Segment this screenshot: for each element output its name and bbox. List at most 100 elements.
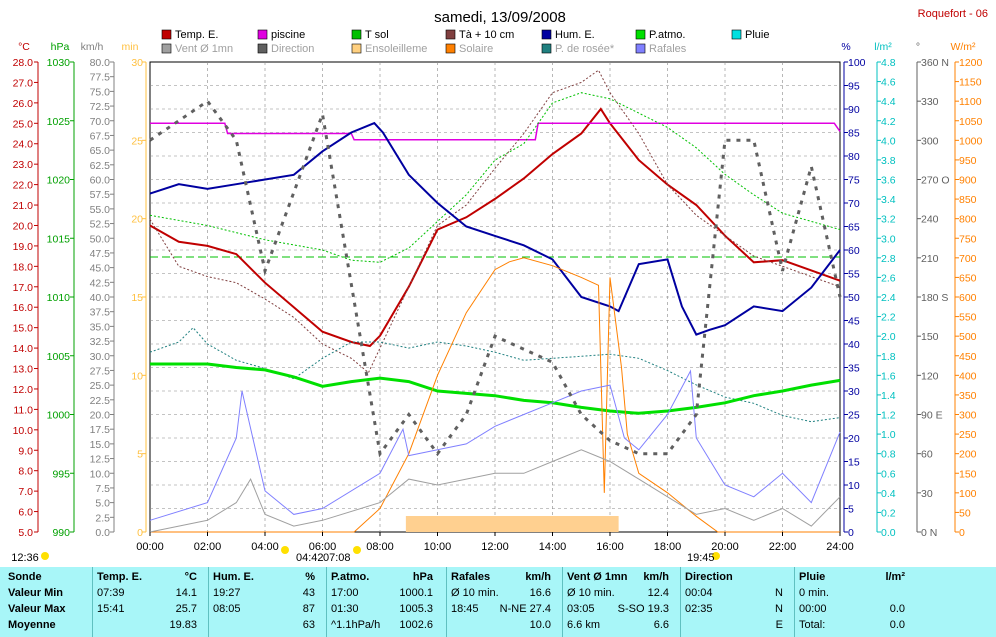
stats-header-unit: °C [184,571,197,583]
stats-cell-value: 19.83 [169,619,197,631]
legend-label: Solaire [459,43,493,55]
dir-tick-label: 270 O [921,175,950,187]
rain-tick-label: 2.8 [881,253,896,265]
stats-header-label: Hum. E. [213,571,254,583]
stats-row: 07:39 14.1 [93,587,203,603]
rain-tick-label: 1.4 [881,390,896,402]
stats-cell-time: 15:41 [97,603,125,615]
temp-tick-label: 20.0 [13,220,34,232]
rain-tick-label: 2.4 [881,292,896,304]
solar-tick-label: 600 [959,292,977,304]
stats-cell-time: 18:45 [451,603,479,615]
stats-row-label: Valeur Min [8,587,64,599]
stats-cell-time: 00:00 [799,603,827,615]
min-tick-label: 10 [131,370,143,382]
solar-tick-label: 0 [959,527,965,539]
rain-tick-label: 3.6 [881,175,896,187]
stats-header: Temp. E. °C [93,571,203,587]
x-tick-label: 22:00 [769,541,797,553]
hum-tick-label: 45 [848,316,860,328]
stats-cell-value: 12.4 [647,587,669,599]
x-tick-label: 00:00 [136,541,164,553]
temp-tick-label: 12.0 [13,384,34,396]
stats-row: 15:41 25.7 [93,603,203,619]
sunshine-bar [405,516,619,532]
wind-tick-label: 70.0 [90,116,111,128]
x-tick-label: 18:00 [654,541,682,553]
stats-cell-value: 43 [302,587,315,599]
temp-tick-label: 22.0 [13,180,34,192]
stats-row: 00:04 N [681,587,789,603]
stats-header-unit: % [305,571,315,583]
rain-tick-label: 0.2 [881,507,896,519]
hum-tick-label: 30 [848,386,860,398]
wind-tick-label: 77.5 [90,72,111,84]
wind-tick-label: 42.5 [90,277,111,289]
wind-tick-label: 40.0 [90,292,111,304]
solar-tick-label: 200 [959,449,977,461]
solar-tick-label: 400 [959,370,977,382]
solar-tick-label: 900 [959,175,977,187]
rain-tick-label: 3.2 [881,214,896,226]
solar-unit: W/m² [950,41,976,53]
solar-tick-label: 250 [959,429,977,441]
dir-tick-label: 150 [921,331,939,343]
sun-rise-label: 12:36 [11,552,39,564]
solar-tick-label: 800 [959,214,977,226]
legend-label: piscine [271,29,305,41]
temp-tick-label: 11.0 [13,404,33,416]
stats-row: 17:00 1000.1 [327,587,439,603]
temp-tick-label: 23.0 [13,159,34,171]
temp-tick-label: 13.0 [13,364,34,376]
series-vent-1mn [149,449,841,533]
solar-tick-label: 500 [959,331,977,343]
stats-header: Vent Ø 1mn km/h [563,571,675,587]
stats-header: Hum. E.% [209,571,321,587]
legend-swatch [351,43,362,54]
stats-cell-time: Total: [799,619,826,631]
solar-tick-label: 750 [959,233,977,245]
press-tick-label: 1020 [47,175,71,187]
stats-cell-time: 17:00 [331,587,359,599]
wind-tick-label: 52.5 [90,219,111,231]
hum-tick-label: 90 [848,104,860,116]
rain-tick-label: 1.6 [881,370,896,382]
x-tick-label: 24:00 [826,541,854,553]
stats-row: E [681,619,789,635]
stats-cell-value: 0.0 [889,619,905,631]
wind-tick-label: 75.0 [90,86,111,98]
stats-header-unit: hPa [412,571,433,583]
dir-unit: ° [916,41,920,53]
solar-tick-label: 100 [959,488,977,500]
hum-tick-label: 85 [848,128,860,140]
hum-tick-label: 0 [848,527,854,539]
stats-cell-value: N [775,587,783,599]
stats-row: ^1.1hPa/h 1002.6 [327,619,439,635]
wind-tick-label: 7.5 [95,483,110,495]
legend-label: P.atmo. [649,29,686,41]
stats-header: Rafales km/h [447,571,557,587]
legend-swatch [635,43,646,54]
legend-swatch [541,43,552,54]
stats-header: Sonde [4,571,90,587]
solar-tick-label: 650 [959,272,977,284]
hum-tick-label: 50 [848,292,860,304]
stats-row: 02:35 N [681,603,789,619]
hum-tick-label: 15 [848,457,860,469]
stats-row: 10.0 [447,619,557,635]
rain-tick-label: 1.8 [881,351,896,363]
min-tick-label: 20 [131,214,143,226]
wind-tick-label: 30.0 [90,351,111,363]
hum-tick-label: 95 [848,81,860,93]
hum-tick-label: 40 [848,339,860,351]
series-solaire [150,257,840,533]
wind-tick-label: 55.0 [90,204,111,216]
solar-tick-label: 700 [959,253,977,265]
stats-row: 08:05 87 [209,603,321,619]
stats-column: Pluie l/m² 0 min. 00:00 0.0 Total: 0.0 [794,567,911,637]
dir-tick-label: 90 E [921,410,943,422]
stats-row: 19:27 43 [209,587,321,603]
dir-tick-label: 180 S [921,292,948,304]
wind-tick-label: 80.0 [90,57,111,69]
legend-label: P. de rosée* [555,43,615,55]
